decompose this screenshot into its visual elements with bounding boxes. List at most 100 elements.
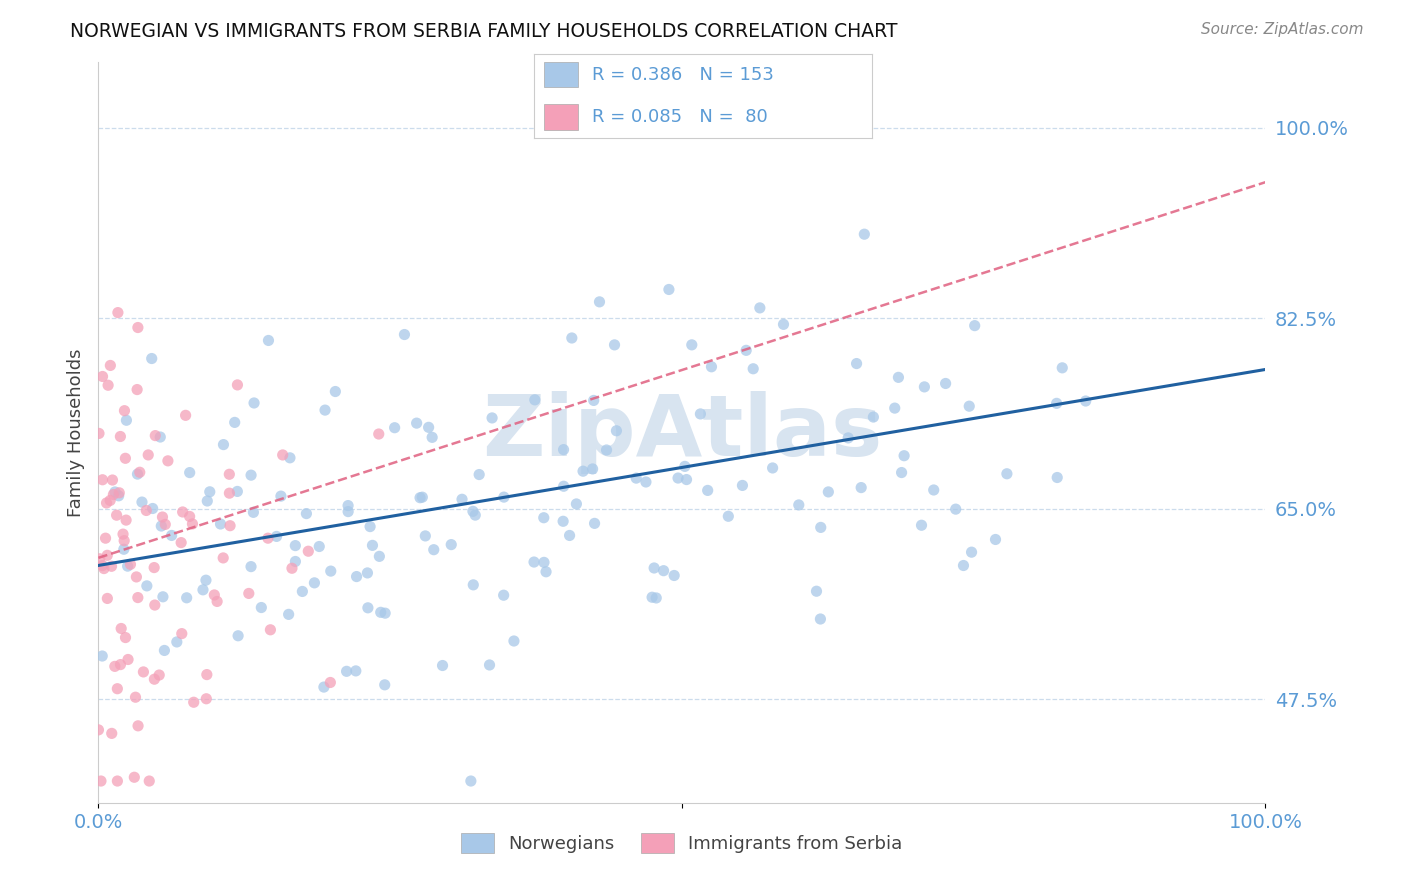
Point: [481, 411, 503, 425]
Point: [845, 357, 868, 371]
Point: [191, 582, 214, 597]
Point: [553, 514, 575, 528]
Point: [271, 448, 294, 462]
Point: [218, 467, 240, 482]
Point: [652, 564, 675, 578]
Point: [1046, 396, 1069, 410]
Point: [112, 533, 135, 548]
Point: [717, 509, 740, 524]
Point: [370, 605, 392, 619]
Point: [935, 376, 957, 391]
Point: [624, 471, 647, 485]
Point: [415, 529, 437, 543]
Point: [503, 634, 526, 648]
Point: [762, 461, 785, 475]
Point: [787, 498, 810, 512]
Point: [319, 675, 342, 690]
Point: [152, 510, 174, 524]
Point: [101, 473, 124, 487]
Point: [172, 505, 194, 519]
Point: [170, 626, 193, 640]
Point: [143, 672, 166, 686]
Point: [890, 466, 912, 480]
Point: [170, 535, 193, 549]
Point: [257, 531, 280, 545]
Point: [124, 690, 146, 705]
Text: R = 0.386   N = 153: R = 0.386 N = 153: [592, 66, 773, 84]
Point: [141, 351, 163, 366]
Point: [645, 591, 668, 605]
Point: [266, 529, 288, 543]
Point: [114, 451, 136, 466]
Point: [478, 657, 501, 672]
Point: [96, 496, 118, 510]
Point: [195, 667, 218, 681]
Point: [662, 568, 685, 582]
Point: [143, 428, 166, 442]
Point: [195, 691, 218, 706]
Point: [851, 481, 873, 495]
Point: [135, 579, 157, 593]
Point: [588, 294, 610, 309]
Point: [810, 612, 832, 626]
Point: [314, 403, 336, 417]
Point: [952, 558, 974, 573]
Point: [87, 723, 110, 737]
Point: [135, 503, 157, 517]
Point: [837, 431, 859, 445]
Point: [128, 465, 150, 479]
Point: [138, 774, 160, 789]
Point: [120, 558, 142, 572]
Point: [100, 726, 122, 740]
Point: [806, 584, 828, 599]
Point: [634, 475, 657, 489]
Point: [1046, 470, 1069, 484]
Point: [558, 528, 581, 542]
Point: [675, 473, 697, 487]
Point: [238, 586, 260, 600]
Point: [374, 606, 396, 620]
Point: [700, 359, 723, 374]
Point: [131, 495, 153, 509]
Point: [432, 658, 454, 673]
Legend: Norwegians, Immigrants from Serbia: Norwegians, Immigrants from Serbia: [454, 826, 910, 861]
Point: [127, 383, 149, 397]
Point: [281, 561, 304, 575]
Point: [735, 343, 758, 358]
Point: [91, 648, 114, 663]
Point: [226, 629, 249, 643]
Point: [810, 520, 832, 534]
Point: [641, 591, 664, 605]
Point: [344, 664, 367, 678]
Point: [297, 544, 319, 558]
Point: [681, 338, 703, 352]
Point: [492, 588, 515, 602]
Point: [673, 459, 696, 474]
Point: [451, 492, 474, 507]
Point: [411, 490, 433, 504]
Point: [152, 590, 174, 604]
Point: [565, 497, 588, 511]
Point: [181, 516, 204, 531]
Point: [553, 442, 575, 457]
Point: [127, 467, 149, 482]
Point: [87, 426, 110, 441]
Point: [356, 566, 378, 580]
Point: [464, 508, 486, 522]
Point: [104, 485, 127, 500]
Point: [696, 483, 718, 498]
Point: [960, 545, 983, 559]
Point: [212, 437, 235, 451]
Point: [105, 774, 128, 789]
Y-axis label: Family Households: Family Households: [66, 349, 84, 516]
Point: [912, 380, 935, 394]
Point: [219, 518, 242, 533]
Point: [107, 489, 129, 503]
Point: [277, 607, 299, 622]
Point: [368, 549, 391, 564]
Point: [367, 427, 389, 442]
Point: [143, 598, 166, 612]
Point: [361, 538, 384, 552]
Point: [440, 538, 463, 552]
Point: [218, 486, 240, 500]
